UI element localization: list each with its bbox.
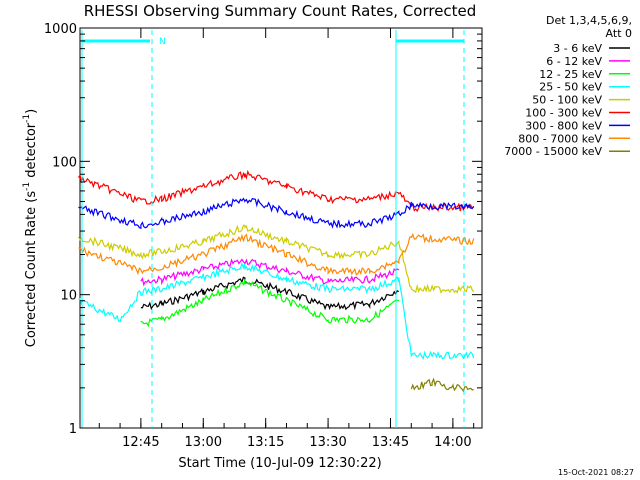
y-tick-label: 1000	[44, 22, 77, 37]
x-tick-label: 12:45	[122, 435, 159, 450]
x-tick-label: 14:00	[434, 435, 471, 450]
x-axis: 12:45 13:00 13:15 13:30 13:45 14:00	[98, 28, 475, 450]
y-axis-label-exponent-1: -1	[22, 182, 32, 191]
legend-entry-label: 6 - 12 keV	[546, 55, 602, 68]
y-axis-label: Corrected Count Rate (s-1 detector-1)	[22, 109, 39, 347]
y-axis: 1 10 100 1000	[44, 22, 482, 437]
night-bar-label: N	[159, 37, 166, 47]
y-tick-label: 1	[69, 422, 77, 437]
legend-entry-label: 7000 - 15000 keV	[504, 145, 602, 158]
series-line	[77, 224, 475, 294]
legend-header-line-1: Det 1,3,4,5,6,9,	[546, 14, 632, 27]
x-tick-label: 13:15	[247, 435, 284, 450]
series-line	[78, 232, 475, 276]
generation-timestamp: 15-Oct-2021 08:27	[558, 468, 634, 477]
series-line	[410, 377, 474, 393]
chart-title: RHESSI Observing Summary Count Rates, Co…	[84, 2, 477, 20]
y-axis-label-exponent-2: -1	[22, 114, 32, 123]
legend-entry-label: 3 - 6 keV	[553, 42, 602, 55]
x-tick-label: 13:45	[372, 435, 409, 450]
overlay-markers: N	[81, 30, 465, 428]
y-axis-label-mid: detector	[24, 122, 39, 182]
series-line	[77, 169, 475, 213]
x-tick-label: 13:00	[185, 435, 222, 450]
y-tick-label: 10	[60, 289, 77, 304]
legend-entry-label: 300 - 800 keV	[525, 119, 602, 132]
x-tick-label: 13:30	[309, 435, 346, 450]
y-axis-label-prefix: Corrected Count Rate (s	[24, 191, 39, 348]
legend-entry-label: 100 - 300 keV	[525, 107, 602, 120]
series-line	[78, 197, 475, 230]
series-line	[140, 279, 399, 328]
legend-entry-label: 50 - 100 keV	[532, 94, 602, 107]
series-line	[78, 261, 475, 360]
y-axis-label-suffix: )	[24, 109, 39, 114]
legend-entry-label: 25 - 50 keV	[539, 81, 602, 94]
legend-entry-label: 12 - 25 keV	[539, 68, 602, 81]
series-line	[140, 276, 400, 311]
legend-header-line-2: Att 0	[606, 27, 632, 40]
series-line	[140, 258, 400, 287]
y-tick-label: 100	[52, 155, 77, 170]
legend-entry-label: 800 - 7000 keV	[518, 132, 602, 145]
x-axis-label: Start Time (10-Jul-09 12:30:22)	[178, 456, 381, 471]
plot-frame	[79, 27, 483, 429]
series-layer	[77, 169, 475, 393]
